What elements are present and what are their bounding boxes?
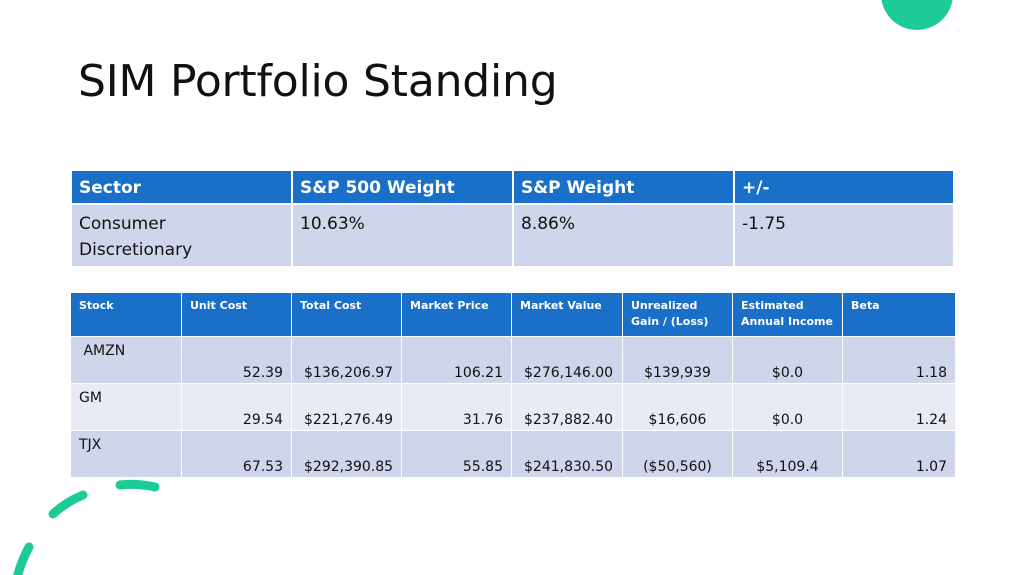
header-estimated-line1: Estimated [741, 299, 804, 312]
header-estimated-line2: Annual Income [741, 315, 833, 328]
gain-loss-cell: $16,606 [622, 383, 733, 431]
header-sp500-weight: S&P 500 Weight [291, 169, 514, 205]
decorative-circle [881, 0, 953, 30]
total-cost-cell: $221,276.49 [291, 383, 402, 431]
gain-loss-cell: ($50,560) [622, 430, 733, 478]
table-row: Consumer Discretionary 10.63% 8.86% -1.75 [70, 203, 955, 268]
unit-cost-cell: 52.39 [181, 336, 292, 384]
beta-cell: 1.24 [842, 383, 956, 431]
stock-table-header-row: Stock Unit Cost Total Cost Market Price … [70, 292, 956, 337]
header-stock: Stock [70, 292, 182, 337]
sector-name-line1: Consumer [79, 214, 166, 234]
stock-holdings-table: Stock Unit Cost Total Cost Market Price … [70, 292, 956, 478]
gain-loss-cell: $139,939 [622, 336, 733, 384]
market-price-cell: 31.76 [401, 383, 512, 431]
total-cost-cell: $136,206.97 [291, 336, 402, 384]
stock-symbol: GM [70, 383, 182, 431]
header-unrealized-line2: Gain / (Loss) [631, 315, 709, 328]
header-diff: +/- [733, 169, 955, 205]
diff-cell: -1.75 [733, 203, 955, 268]
header-market-value: Market Value [511, 292, 623, 337]
sector-weight-table: Sector S&P 500 Weight S&P Weight +/- Con… [70, 169, 955, 268]
sp500-weight-cell: 10.63% [291, 203, 514, 268]
beta-cell: 1.07 [842, 430, 956, 478]
sector-cell: Consumer Discretionary [70, 203, 293, 268]
decorative-dashed-arc [13, 479, 160, 575]
market-value-cell: $241,830.50 [511, 430, 623, 478]
annual-income-cell: $0.0 [732, 336, 843, 384]
sector-name-line2: Discretionary [79, 240, 193, 260]
header-unit-cost: Unit Cost [181, 292, 292, 337]
unit-cost-cell: 29.54 [181, 383, 292, 431]
market-price-cell: 106.21 [401, 336, 512, 384]
annual-income-cell: $5,109.4 [732, 430, 843, 478]
header-unrealized-line1: Unrealized [631, 299, 698, 312]
unit-cost-cell: 67.53 [181, 430, 292, 478]
stock-symbol: TJX [70, 430, 182, 478]
total-cost-cell: $292,390.85 [291, 430, 402, 478]
header-market-price: Market Price [401, 292, 512, 337]
annual-income-cell: $0.0 [732, 383, 843, 431]
header-beta: Beta [842, 292, 956, 337]
header-unrealized-gain: Unrealized Gain / (Loss) [622, 292, 733, 337]
beta-cell: 1.18 [842, 336, 956, 384]
sector-table-header-row: Sector S&P 500 Weight S&P Weight +/- [70, 169, 955, 205]
stock-symbol: AMZN [70, 336, 182, 384]
market-value-cell: $237,882.40 [511, 383, 623, 431]
sp-weight-cell: 8.86% [512, 203, 735, 268]
page-title: SIM Portfolio Standing [78, 56, 558, 107]
market-value-cell: $276,146.00 [511, 336, 623, 384]
header-sp-weight: S&P Weight [512, 169, 735, 205]
table-row: AMZN 52.39 $136,206.97 106.21 $276,146.0… [70, 336, 956, 384]
header-total-cost: Total Cost [291, 292, 402, 337]
table-row: GM 29.54 $221,276.49 31.76 $237,882.40 $… [70, 383, 956, 431]
stock-symbol-text: AMZN [83, 343, 126, 359]
table-row: TJX 67.53 $292,390.85 55.85 $241,830.50 … [70, 430, 956, 478]
header-estimated-income: Estimated Annual Income [732, 292, 843, 337]
header-sector: Sector [70, 169, 293, 205]
market-price-cell: 55.85 [401, 430, 512, 478]
